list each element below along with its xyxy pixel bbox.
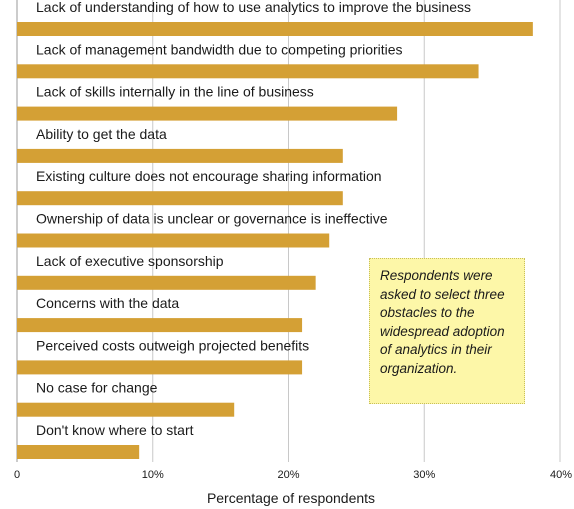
bar <box>17 275 316 290</box>
category-label: Concerns with the data <box>36 295 179 311</box>
bar <box>17 402 235 417</box>
bar <box>17 318 303 333</box>
category-label: Existing culture does not encourage shar… <box>36 168 382 184</box>
bar <box>17 233 330 248</box>
bar <box>17 360 303 375</box>
bar <box>17 191 343 206</box>
category-label: Ownership of data is unclear or governan… <box>36 211 388 227</box>
x-tick-label: 40% <box>550 469 572 481</box>
x-tick-label: 20% <box>277 469 299 481</box>
category-label: Perceived costs outweigh projected benef… <box>36 337 309 353</box>
x-tick-label: 0 <box>14 469 20 481</box>
category-labels: Lack of understanding of how to use anal… <box>36 0 471 438</box>
category-label: Lack of understanding of how to use anal… <box>36 0 471 15</box>
category-label: Ability to get the data <box>36 126 167 142</box>
x-tick-label: 10% <box>142 469 164 481</box>
category-label: No case for change <box>36 380 158 396</box>
bar <box>17 445 140 459</box>
bar <box>17 22 533 36</box>
x-tick-label: 30% <box>413 469 435 481</box>
bars <box>17 22 533 459</box>
annotation-note: Respondents were asked to select three o… <box>369 258 525 404</box>
bar <box>17 106 398 121</box>
category-label: Don't know where to start <box>36 422 194 438</box>
category-label: Lack of skills internally in the line of… <box>36 84 314 100</box>
x-axis-title: Percentage of respondents <box>207 490 375 506</box>
category-label: Lack of management bandwidth due to comp… <box>36 41 403 57</box>
bar <box>17 64 479 79</box>
category-label: Lack of executive sponsorship <box>36 253 224 269</box>
x-axis-ticks: 0 10% 20% 30% 40% <box>14 469 572 481</box>
bar <box>17 148 343 163</box>
